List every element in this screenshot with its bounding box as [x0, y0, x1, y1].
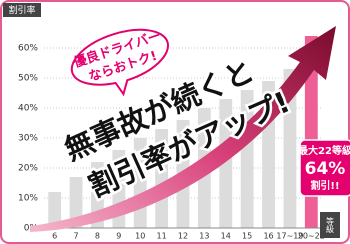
badge-text: 割引!!: [310, 179, 339, 192]
y-tick-label: 40%: [18, 104, 38, 114]
x-tick-label: 7: [74, 232, 79, 241]
y-tick-label: 60%: [18, 44, 38, 54]
chart: 0%10%20%30%40%50%60%67891011121314151617…: [0, 0, 350, 244]
x-tick-label: 14: [221, 232, 231, 241]
y-label: 割引率: [8, 4, 35, 16]
y-tick-label: 30%: [18, 134, 38, 144]
x-label: 等級: [326, 216, 335, 234]
badge-text: 最大22等級: [298, 144, 350, 157]
x-tick-label: 12: [178, 232, 188, 241]
x-tick-label: 15: [242, 232, 252, 241]
badge-value: 64%: [305, 159, 346, 179]
x-tick-label: 8: [95, 232, 100, 241]
x-tick-label: 9: [116, 232, 121, 241]
y-tick-label: 20%: [18, 164, 38, 174]
y-tick-label: 50%: [18, 74, 38, 84]
x-tick-label: 16: [263, 232, 273, 241]
x-tick-label: 6: [52, 232, 57, 241]
x-tick-label: 11: [157, 232, 167, 241]
x-tick-label: 13: [199, 232, 209, 241]
x-tick-label: 10: [135, 232, 145, 241]
y-tick-label: 10%: [18, 194, 38, 204]
